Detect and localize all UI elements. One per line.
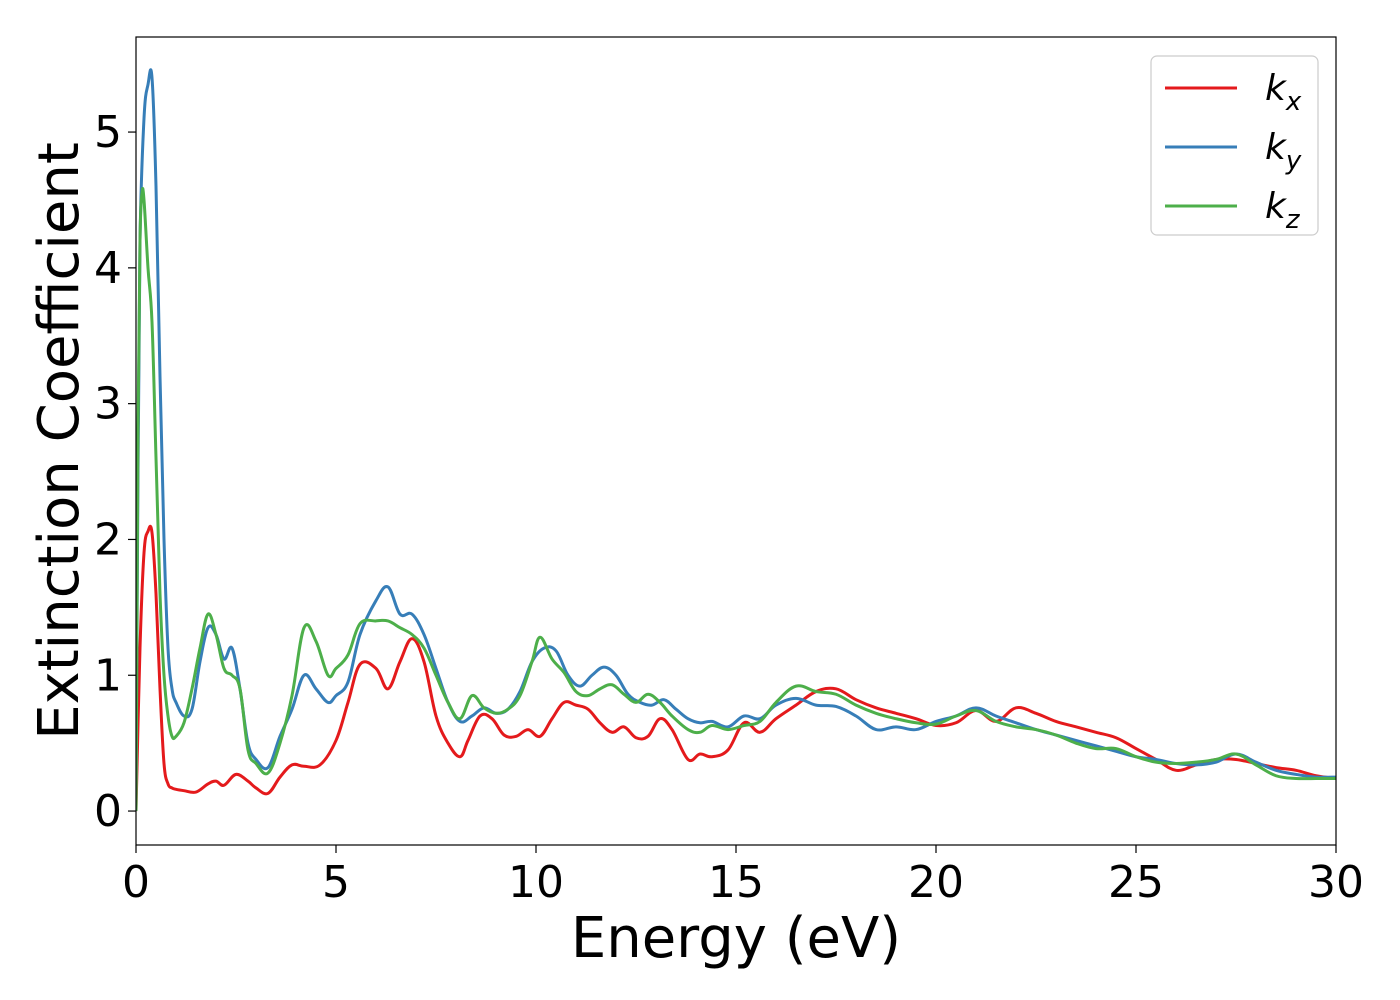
x-axis-title: Energy (eV) bbox=[571, 906, 901, 971]
series-line-z bbox=[136, 187, 1336, 812]
legend-label-main: k bbox=[1265, 186, 1288, 227]
legend-label-sub: x bbox=[1285, 87, 1302, 117]
x-tick-label: 25 bbox=[1108, 857, 1164, 908]
x-tick-label: 20 bbox=[908, 857, 964, 908]
legend-label-main: k bbox=[1265, 127, 1288, 168]
legend-label-sub: y bbox=[1285, 146, 1302, 176]
x-tick-label: 15 bbox=[708, 857, 764, 908]
legend-label-x: kx bbox=[1265, 68, 1302, 117]
y-tick-label: 4 bbox=[94, 243, 122, 294]
x-tick-label: 30 bbox=[1308, 857, 1364, 908]
y-tick-label: 0 bbox=[94, 786, 122, 837]
x-tick-label: 0 bbox=[122, 857, 150, 908]
x-tick-label: 10 bbox=[508, 857, 564, 908]
y-axis-title: Extinction Coefficient bbox=[27, 142, 92, 740]
legend-label-sub: z bbox=[1285, 205, 1301, 235]
series-layer bbox=[136, 68, 1336, 812]
y-tick-label: 3 bbox=[94, 379, 122, 430]
y-tick-label: 1 bbox=[94, 650, 122, 701]
y-tick-label: 2 bbox=[94, 514, 122, 565]
legend-label-z: kz bbox=[1265, 186, 1301, 235]
series-line-x bbox=[136, 524, 1336, 812]
x-tick-label: 5 bbox=[322, 857, 350, 908]
legend-label-y: ky bbox=[1265, 127, 1302, 176]
y-tick-label: 5 bbox=[94, 107, 122, 158]
tick-layer: 0 5 10 15 20 25 30 0 1 2 3 4 5 bbox=[94, 107, 1364, 908]
legend-label-main: k bbox=[1265, 68, 1288, 109]
